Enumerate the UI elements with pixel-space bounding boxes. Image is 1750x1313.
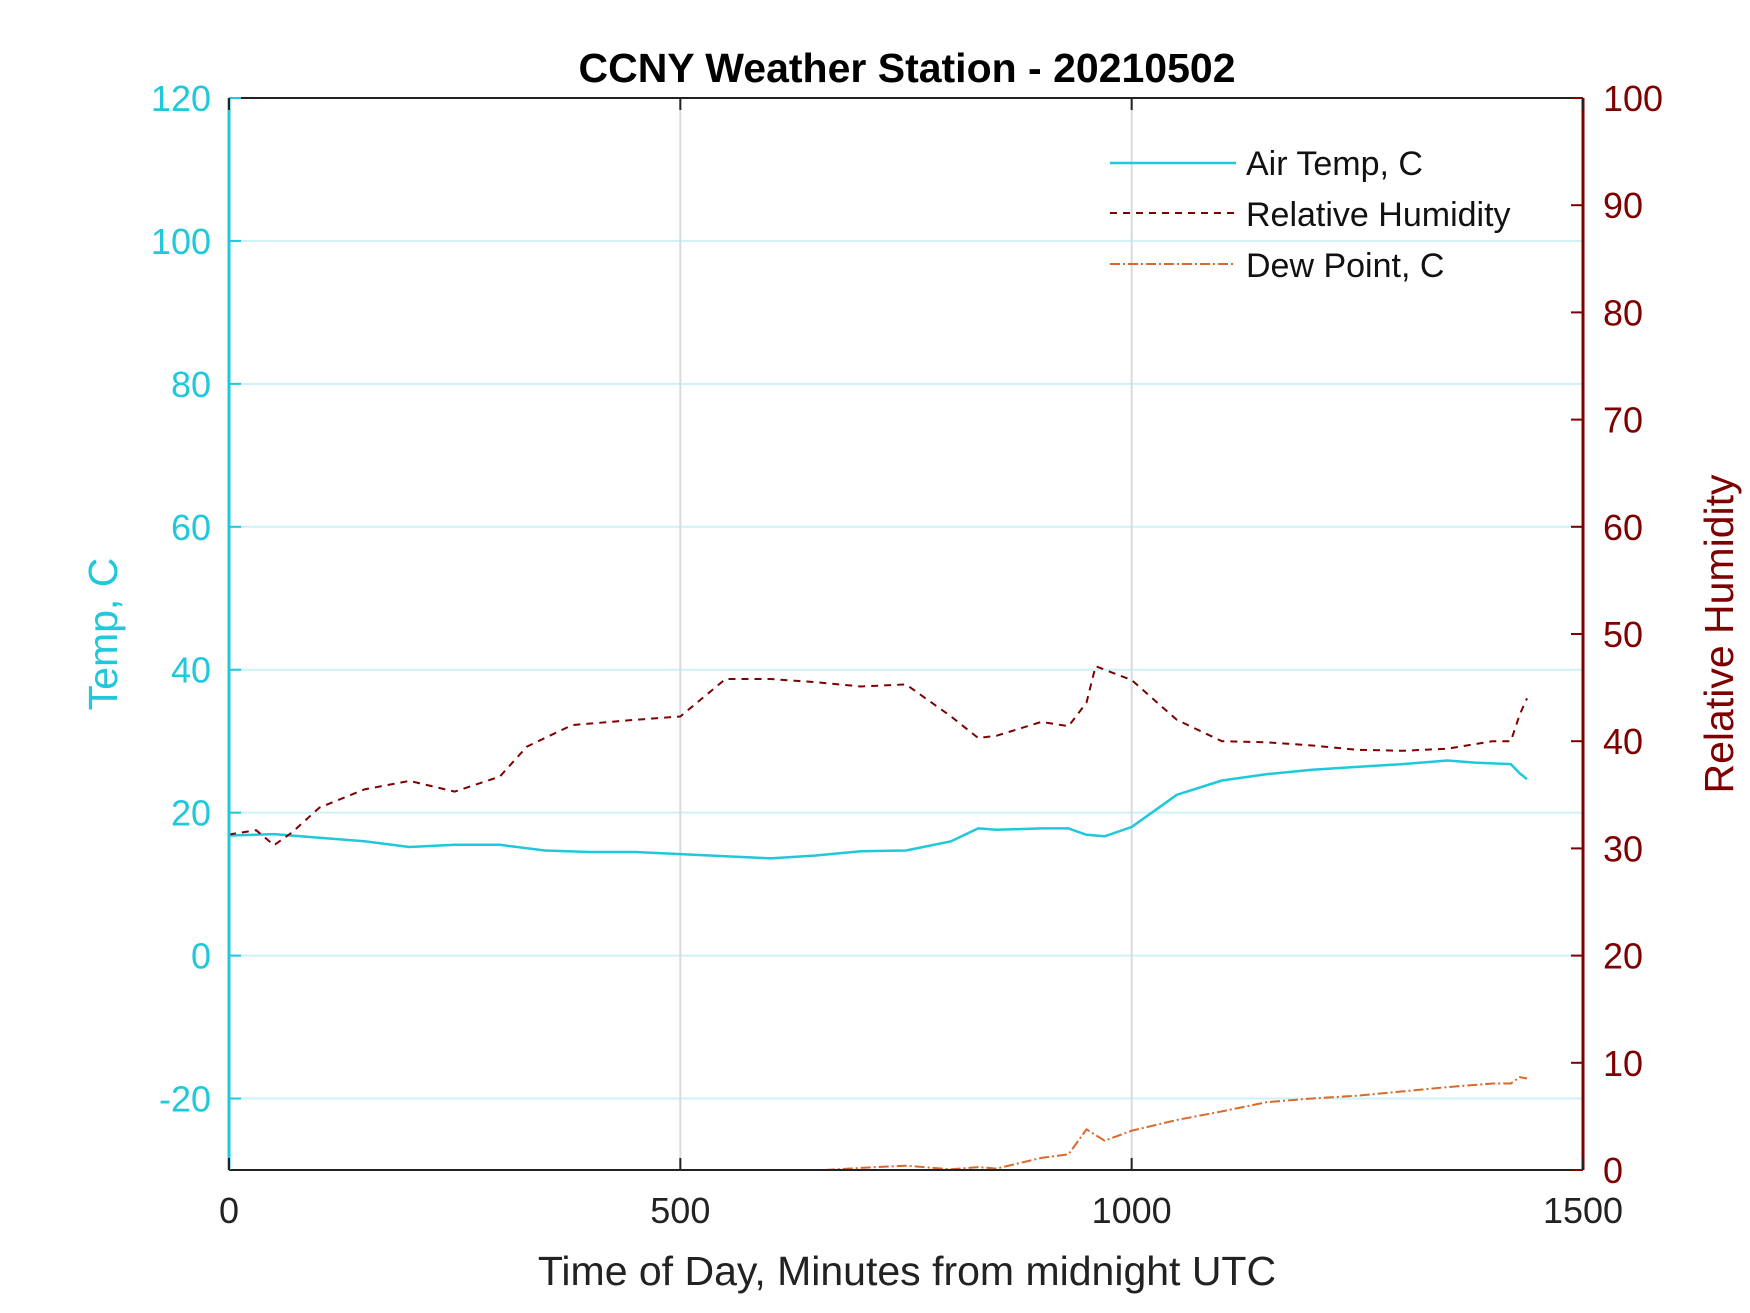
series-line-dew-point [824,1076,1528,1171]
tick-label-right: 50 [1603,614,1643,655]
tick-label-bottom: 0 [219,1190,239,1231]
tick-label-right: 70 [1603,400,1643,441]
tick-label-left: 80 [171,364,211,405]
tick-label-right: 60 [1603,507,1643,548]
grid [229,98,1583,1170]
tick-label-left: -20 [159,1079,211,1120]
tick-label-right: 20 [1603,936,1643,977]
tick-label-left: 40 [171,650,211,691]
tick-label-bottom: 500 [650,1190,710,1231]
tick-label-left: 100 [151,221,211,262]
tick-label-right: 0 [1603,1150,1623,1191]
tick-label-bottom: 1000 [1092,1190,1172,1231]
tick-label-left: 120 [151,78,211,119]
legend-label-dew-point: Dew Point, C [1246,247,1444,285]
x-axis-label: Time of Day, Minutes from midnight UTC [538,1248,1276,1294]
tick-label-right: 10 [1603,1043,1643,1084]
tick-label-right: 100 [1603,78,1663,119]
y-axis-label-right: Relative Humidity [1696,474,1742,793]
tick-labels: 120100806040200-201009080706050403020100… [151,78,1663,1231]
axes [227,97,1585,1171]
tick-label-bottom: 1500 [1543,1190,1623,1231]
tick-label-left: 20 [171,793,211,834]
series-layer [228,665,1528,1171]
y-axis-label-left: Temp, C [80,558,126,711]
legend: Air Temp, C Relative Humidity Dew Point,… [1110,145,1511,285]
tick-label-left: 60 [171,507,211,548]
chart-title: CCNY Weather Station - 20210502 [578,45,1235,91]
tick-label-right: 80 [1603,292,1643,333]
legend-label-humidity: Relative Humidity [1246,196,1511,234]
tick-label-left: 0 [191,936,211,977]
legend-label-air-temp: Air Temp, C [1246,145,1423,183]
tick-label-right: 40 [1603,721,1643,762]
tick-label-right: 30 [1603,828,1643,869]
tick-label-right: 90 [1603,185,1643,226]
series-line-air-temp [228,759,1528,860]
